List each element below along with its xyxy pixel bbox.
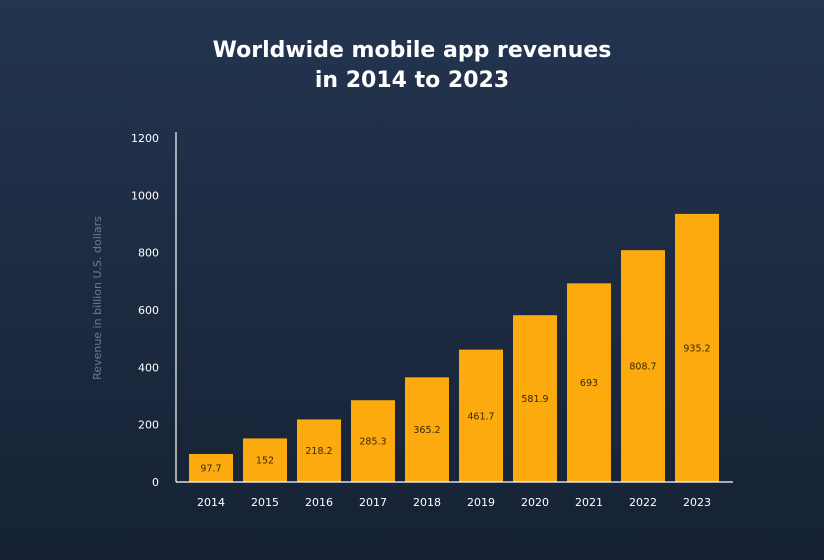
bar-2021 [567,283,611,482]
y-tick-label: 400 [138,361,159,374]
bar-2016 [297,419,341,482]
bar-2019 [459,349,503,482]
x-tick-label: 2023 [683,496,711,509]
x-tick-label: 2015 [251,496,279,509]
y-tick-label: 1200 [131,132,159,145]
x-tick-label: 2018 [413,496,441,509]
x-tick-label: 2017 [359,496,387,509]
bar-value-label: 152 [256,456,274,467]
y-tick-label: 200 [138,419,159,432]
x-tick-label: 2020 [521,496,549,509]
x-tick-label: 2014 [197,496,225,509]
x-axis-ticks: 2014 2015 2016 2017 2018 2019 2020 2021 2022 2023 [197,496,711,509]
y-tick-label: 800 [138,247,159,260]
bar-value-label: 365.2 [413,425,440,436]
bar-value-label: 97.7 [200,463,221,474]
bar-value-label: 461.7 [467,411,494,422]
bar-value-label: 285.3 [359,437,386,448]
chart-title-line-2: in 2014 to 2023 [314,68,510,93]
bar-2023 [675,213,719,482]
bar-2020 [513,315,557,482]
y-tick-label: 600 [138,304,159,317]
x-tick-label: 2021 [575,496,603,509]
bar-2014 [189,453,233,482]
bar-value-label: 935.2 [683,343,710,354]
x-tick-label: 2016 [305,496,333,509]
y-tick-label: 1000 [131,189,159,202]
bar-2015 [243,438,287,482]
bar-value-label: 808.7 [629,362,656,373]
bar-2018 [405,377,449,482]
bar-value-label: 581.9 [521,394,548,405]
x-tick-label: 2022 [629,496,657,509]
y-tick-label: 0 [152,476,159,489]
x-tick-label: 2019 [467,496,495,509]
bar-value-label: 693 [580,378,598,389]
bar-2022 [621,250,665,482]
chart-title: Worldwide mobile app revenues in 2014 to… [0,36,824,96]
bar-2017 [351,400,395,482]
chart-title-line-1: Worldwide mobile app revenues [212,38,612,63]
bar-value-labels: 97.7 152 218.2 285.3 365.2 461.7 581.9 693 808.7… [200,343,710,474]
bar-value-label: 218.2 [305,446,332,457]
bars [189,213,719,482]
y-axis-ticks: 0 200 400 600 800 1000 1200 [131,132,159,489]
y-axis-title: Revenue in billion U.S. dollars [91,216,104,380]
